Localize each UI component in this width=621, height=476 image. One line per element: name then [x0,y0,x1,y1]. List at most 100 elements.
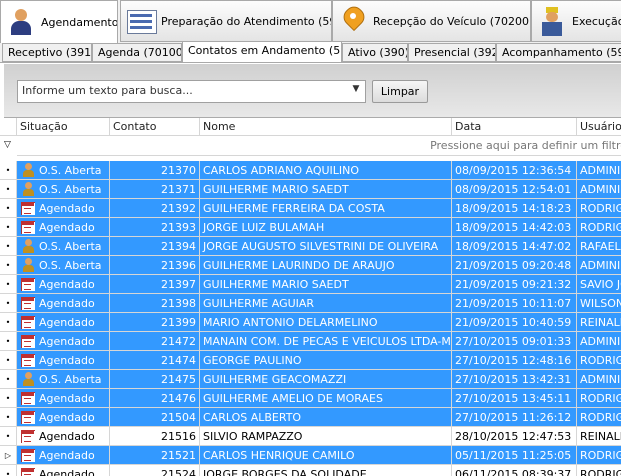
grid-cell[interactable]: Agendado [17,218,110,237]
row-indicator[interactable]: • [0,370,17,389]
grid-cell[interactable]: 21396 [110,256,200,275]
grid-cell[interactable]: 21399 [110,313,200,332]
grid-cell[interactable]: 21394 [110,237,200,256]
grid-cell[interactable]: CARLOS ADRIANO AQUILINO [200,161,452,180]
sub-tab[interactable]: Acompanhamento (596) [496,43,621,62]
column-header[interactable]: Usuário I [577,118,621,136]
sub-tab[interactable]: Contatos em Andamento (596) [182,41,342,62]
grid-cell[interactable]: RAFAEL [577,237,621,256]
grid-cell[interactable]: 27/10/2015 11:26:12 [452,408,577,427]
row-indicator[interactable]: • [0,332,17,351]
row-indicator[interactable]: • [0,313,17,332]
row-indicator[interactable]: • [0,389,17,408]
row-indicator[interactable]: • [0,237,17,256]
grid-cell[interactable]: GUILHERME MARIO SAEDT [200,275,452,294]
grid-cell[interactable]: GUILHERME AMELIO DE MORAES [200,389,452,408]
grid-cell[interactable]: ADMINIS [577,161,621,180]
main-tab[interactable]: Agendamento [0,0,118,43]
grid-cell[interactable]: 21/09/2015 09:20:48 [452,256,577,275]
grid-cell[interactable]: 21476 [110,389,200,408]
grid-cell[interactable]: O.S. Aberta [17,180,110,199]
grid-cell[interactable]: REINALD [577,427,621,446]
grid-cell[interactable]: 21398 [110,294,200,313]
main-tab[interactable]: Preparação do Atendimento (598) [120,0,332,42]
grid-cell[interactable]: SAVIO JO [577,275,621,294]
sub-tab[interactable]: Receptivo (391) [2,43,92,62]
grid-cell[interactable]: Agendado [17,275,110,294]
grid-cell[interactable]: 08/09/2015 12:54:01 [452,180,577,199]
grid-cell[interactable]: Agendado [17,446,110,465]
grid-cell[interactable]: 21524 [110,465,200,476]
row-indicator[interactable]: • [0,351,17,370]
grid-cell[interactable]: Agendado [17,427,110,446]
grid-cell[interactable]: REINALD [577,313,621,332]
filter-row[interactable]: Pressione aqui para definir um filtro [17,136,621,156]
grid-cell[interactable]: 27/10/2015 12:48:16 [452,351,577,370]
row-indicator[interactable]: • [0,275,17,294]
sub-tab[interactable]: Presencial (392) [408,43,496,62]
grid-cell[interactable]: ADMINIS [577,370,621,389]
grid-cell[interactable]: 21472 [110,332,200,351]
grid-cell[interactable]: Agendado [17,199,110,218]
grid-cell[interactable]: GUILHERME FERREIRA DA COSTA [200,199,452,218]
grid-cell[interactable]: MANAIN COM. DE PECAS E VEICULOS LTDA-ME [200,332,452,351]
grid-cell[interactable]: 21392 [110,199,200,218]
grid-cell[interactable]: WILSON [577,294,621,313]
grid-cell[interactable]: 21370 [110,161,200,180]
grid-cell[interactable]: JORGE LUIZ BULAMAH [200,218,452,237]
grid-cell[interactable]: 21475 [110,370,200,389]
grid-cell[interactable]: Agendado [17,389,110,408]
grid-cell[interactable]: CARLOS HENRIQUE CAMILO [200,446,452,465]
grid-cell[interactable]: GUILHERME MARIO SAEDT [200,180,452,199]
main-tab[interactable]: Recepção do Veículo (70200) [332,0,531,42]
row-indicator[interactable]: • [0,161,17,180]
grid-cell[interactable]: 21397 [110,275,200,294]
row-indicator[interactable]: • [0,408,17,427]
main-tab[interactable]: Execução do [531,0,621,42]
grid-cell[interactable]: 21474 [110,351,200,370]
grid-cell[interactable]: 27/10/2015 09:01:33 [452,332,577,351]
grid-cell[interactable]: GEORGE PAULINO [200,351,452,370]
grid-cell[interactable]: MARIO ANTONIO DELARMELINO [200,313,452,332]
column-header[interactable]: Data [452,118,577,136]
row-indicator[interactable]: • [0,180,17,199]
grid-cell[interactable]: RODRIGO [577,218,621,237]
grid-cell[interactable]: 18/09/2015 14:42:03 [452,218,577,237]
grid-cell[interactable]: Agendado [17,408,110,427]
grid-cell[interactable]: GUILHERME GEACOMAZZI [200,370,452,389]
column-header[interactable]: Nome [200,118,452,136]
grid-cell[interactable]: CARLOS ALBERTO [200,408,452,427]
grid-cell[interactable]: O.S. Aberta [17,256,110,275]
grid-cell[interactable]: RODRIGO [577,465,621,476]
grid-cell[interactable]: RODRIGO [577,446,621,465]
grid-cell[interactable]: 21521 [110,446,200,465]
sub-tab[interactable]: Ativo (390) [342,43,408,62]
row-indicator[interactable]: • [0,218,17,237]
grid-cell[interactable]: RODRIGO [577,351,621,370]
grid-cell[interactable]: RODRIGO [577,408,621,427]
grid-cell[interactable]: ADMINIS [577,332,621,351]
grid-cell[interactable]: 21393 [110,218,200,237]
grid-cell[interactable]: GUILHERME LAURINDO DE ARAUJO [200,256,452,275]
grid-cell[interactable]: ADMINIS [577,180,621,199]
grid-cell[interactable]: SILVIO RAMPAZZO [200,427,452,446]
sub-tab[interactable]: Agenda (70100) [92,43,182,62]
search-input[interactable]: Informe um texto para busca... [17,80,366,103]
row-indicator[interactable]: • [0,465,17,476]
grid-cell[interactable]: 05/11/2015 11:25:05 [452,446,577,465]
grid-cell[interactable]: 18/09/2015 14:47:02 [452,237,577,256]
filter-icon[interactable]: ▽ [4,141,11,150]
row-indicator[interactable]: ▷ [0,446,17,465]
grid-cell[interactable]: 28/10/2015 12:47:53 [452,427,577,446]
grid-cell[interactable]: Agendado [17,465,110,476]
grid-cell[interactable]: 21/09/2015 09:21:32 [452,275,577,294]
grid-cell[interactable]: RODRIGO [577,199,621,218]
row-indicator[interactable]: • [0,294,17,313]
row-indicator[interactable]: • [0,199,17,218]
grid-cell[interactable]: 21516 [110,427,200,446]
column-header[interactable]: Situação [17,118,110,136]
grid-cell[interactable]: O.S. Aberta [17,161,110,180]
grid-cell[interactable]: Agendado [17,332,110,351]
grid-cell[interactable]: 21/09/2015 10:11:07 [452,294,577,313]
grid-cell[interactable]: 21504 [110,408,200,427]
